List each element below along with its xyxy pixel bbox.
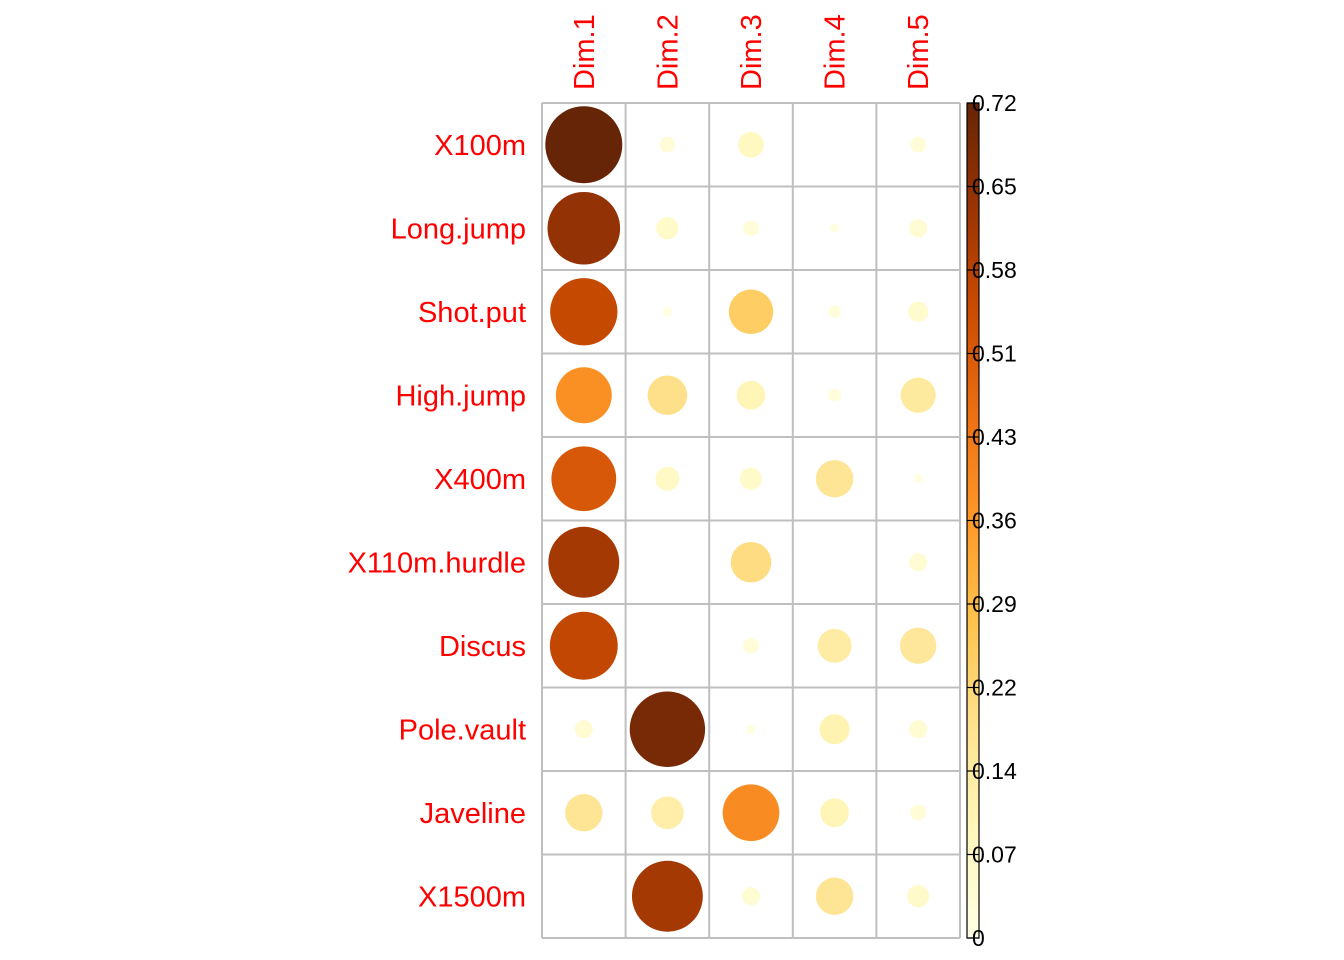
legend-tick-label: 0.72 <box>972 90 1017 116</box>
column-labels: Dim.1 Dim.2 Dim.3 Dim.4 Dim.5 <box>569 14 935 90</box>
row-label: X400m <box>434 464 526 496</box>
circle-Discus-Dim.5 <box>900 627 937 664</box>
circle-X110m.hurdle-Dim.5 <box>909 553 928 572</box>
circle-High.jump-Dim.5 <box>900 377 936 413</box>
circle-X110m.hurdle-Dim.3 <box>730 541 772 583</box>
circle-Long.jump-Dim.3 <box>743 220 759 237</box>
column-label: Dim.3 <box>736 14 768 90</box>
legend-tick-label: 0.07 <box>972 842 1017 868</box>
row-label: Pole.vault <box>399 714 526 746</box>
grid <box>541 102 961 939</box>
circle-Discus-Dim.3 <box>743 637 759 654</box>
circle-Javeline-Dim.3 <box>722 784 780 842</box>
legend-tick-label: 0.14 <box>972 758 1017 784</box>
circle-High.jump-Dim.1 <box>555 367 612 424</box>
row-label: High.jump <box>395 380 526 412</box>
circle-Shot.put-Dim.5 <box>908 301 929 322</box>
circle-X110m.hurdle-Dim.1 <box>548 526 620 598</box>
circle-High.jump-Dim.3 <box>736 380 766 410</box>
circle-Shot.put-Dim.2 <box>662 307 672 317</box>
circle-X100m-Dim.5 <box>910 136 927 153</box>
circle-X100m-Dim.1 <box>545 106 623 184</box>
row-label: Javeline <box>420 798 526 830</box>
circle-Shot.put-Dim.4 <box>828 305 842 319</box>
circle-Shot.put-Dim.1 <box>550 278 618 346</box>
column-label: Dim.4 <box>820 14 852 90</box>
row-label: X110m.hurdle <box>348 547 526 579</box>
legend-tick-label: 0.43 <box>972 424 1017 450</box>
circle-X100m-Dim.3 <box>738 131 764 158</box>
circle-Long.jump-Dim.5 <box>909 219 928 238</box>
color-legend: 0.72 0.65 0.58 0.51 0.43 0.36 0.29 0.22 0.14 0.07… <box>966 90 1017 951</box>
circle-Pole.vault-Dim.4 <box>819 714 850 745</box>
circle-Javeline-Dim.2 <box>651 796 684 830</box>
circle-X1500m-Dim.5 <box>907 885 930 908</box>
circle-Pole.vault-Dim.2 <box>629 691 706 767</box>
circle-High.jump-Dim.2 <box>647 375 688 416</box>
legend-tick-label: 0.65 <box>972 174 1017 200</box>
circle-X1500m-Dim.4 <box>815 877 854 915</box>
legend-tick-label: 0.36 <box>972 508 1017 534</box>
circle-X400m-Dim.1 <box>551 446 617 512</box>
legend-tick-label: 0.22 <box>972 675 1017 701</box>
row-label: X1500m <box>418 881 526 913</box>
circle-X1500m-Dim.2 <box>631 860 703 932</box>
circle-Pole.vault-Dim.1 <box>574 720 593 739</box>
legend-tick-label: 0.51 <box>972 341 1017 367</box>
legend-tick-label: 0.29 <box>972 591 1017 617</box>
row-label: X100m <box>434 130 526 162</box>
column-label: Dim.1 <box>569 14 601 90</box>
circle-X400m-Dim.3 <box>739 467 763 490</box>
circle-Javeline-Dim.5 <box>910 804 927 821</box>
circle-Javeline-Dim.4 <box>820 798 849 828</box>
circle-Pole.vault-Dim.3 <box>746 724 756 734</box>
circles <box>545 106 937 932</box>
circle-Javeline-Dim.1 <box>565 794 603 832</box>
circle-Long.jump-Dim.2 <box>656 217 679 240</box>
circle-X400m-Dim.5 <box>913 474 923 484</box>
row-label: Long.jump <box>391 213 526 245</box>
row-label: Discus <box>439 631 526 663</box>
circle-Long.jump-Dim.4 <box>830 223 840 233</box>
circle-X100m-Dim.2 <box>659 136 676 153</box>
circle-X400m-Dim.2 <box>655 466 680 491</box>
column-label: Dim.5 <box>903 14 935 90</box>
circle-X400m-Dim.4 <box>815 460 854 498</box>
row-label: Shot.put <box>418 297 526 329</box>
legend-tick-label: 0 <box>972 925 985 951</box>
circle-Shot.put-Dim.3 <box>728 289 774 334</box>
column-label: Dim.2 <box>652 14 684 90</box>
circle-High.jump-Dim.4 <box>828 388 842 402</box>
circle-X1500m-Dim.3 <box>741 887 761 906</box>
circle-Discus-Dim.1 <box>549 611 618 680</box>
circle-Discus-Dim.4 <box>817 628 852 663</box>
legend-tick-label: 0.58 <box>972 257 1017 283</box>
row-labels: X100m Long.jump Shot.put High.jump X400m X110… <box>348 130 526 914</box>
circle-Long.jump-Dim.1 <box>547 191 621 265</box>
circle-Pole.vault-Dim.5 <box>909 720 928 739</box>
